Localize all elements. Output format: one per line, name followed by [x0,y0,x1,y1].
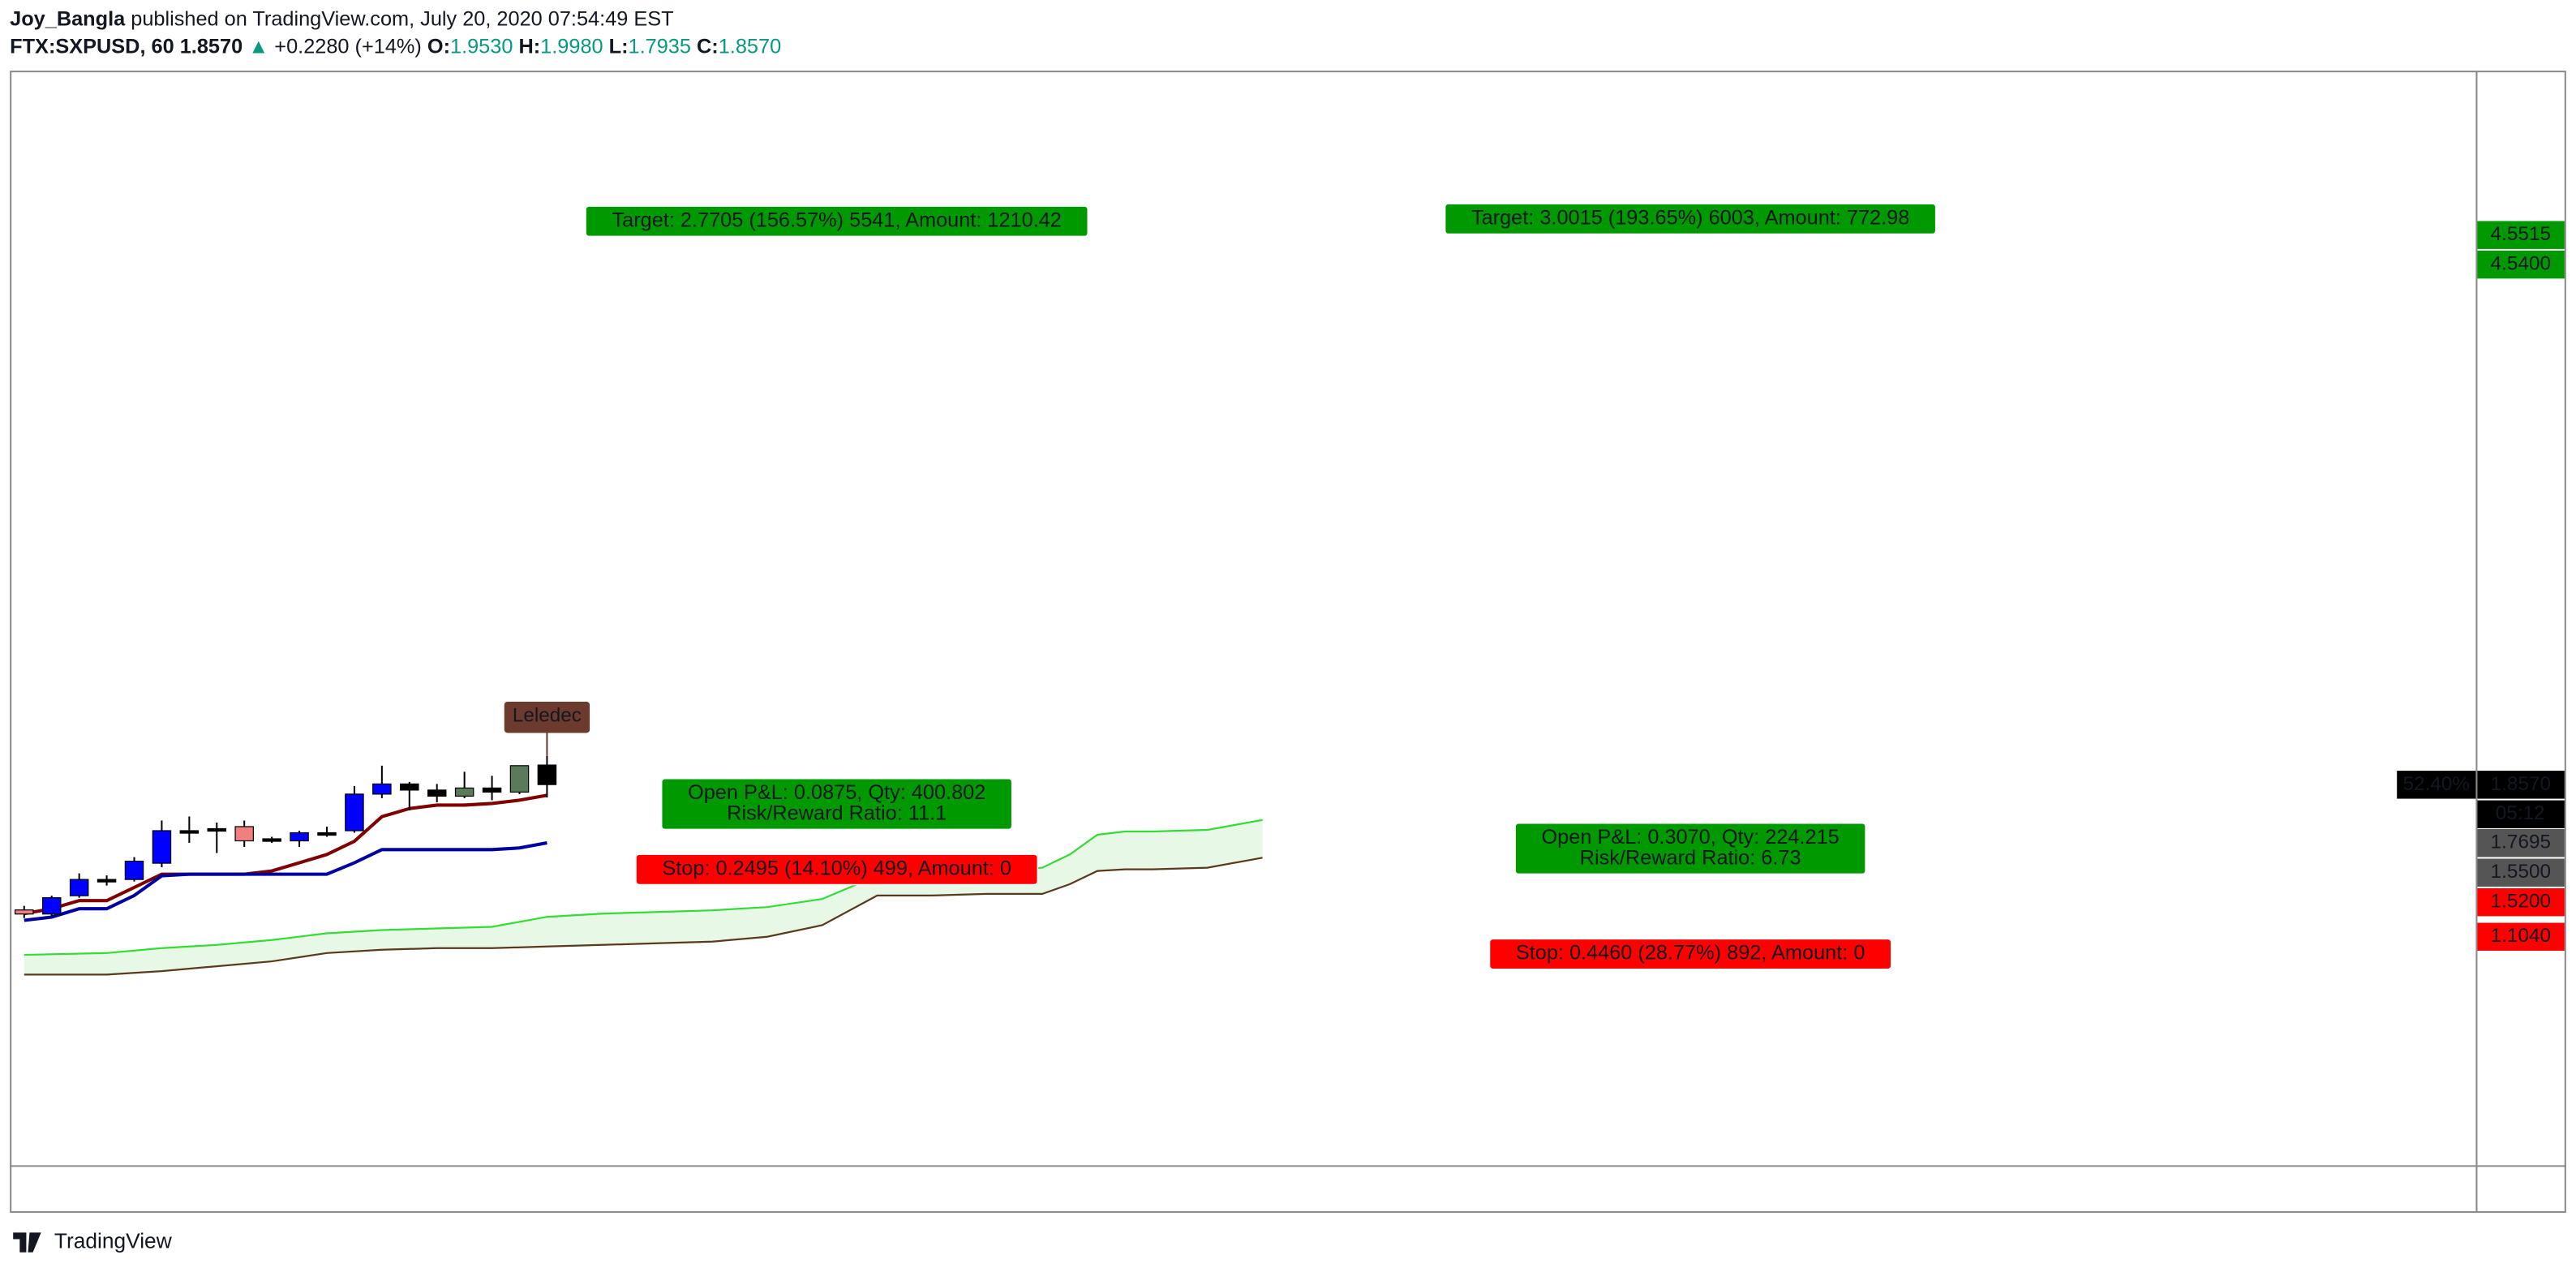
ohlc-key: L: [609,35,629,58]
candle-body [290,832,309,842]
price-label: 1.5500 [2491,861,2551,883]
countdown: 05:12 [2496,802,2545,824]
candle-body [97,879,117,883]
pnl-label: Open P&L: 0.3070, Qty: 224.215Risk/Rewar… [1514,822,1866,875]
pnl-label-box [1514,822,1866,875]
percent-label: 52.40% [2403,773,2470,795]
indicator-line [24,793,547,916]
price-label: 1.8570 [2491,773,2551,795]
candle-body [482,787,502,793]
candle-body [41,897,62,915]
change: +0.2280 (+14%) [274,35,422,58]
percent-box [2397,771,2476,799]
indicator-line [24,857,1263,976]
last-price: 1.8570 [180,35,243,58]
candle-body [234,826,254,842]
candle-body [124,860,144,880]
band [24,819,1263,975]
price-label: 1.7695 [2491,832,2551,853]
price-label-box [2477,858,2565,887]
candle-body [207,827,227,832]
stop-label: Stop: 0.2495 (14.10%) 499, Amount: 0 [635,853,1039,886]
candle-body [152,830,172,864]
price-label: 1.1040 [2491,925,2551,947]
stop-label-text: Stop: 0.4460 (28.77%) 892, Amount: 0 [1516,942,1865,965]
ohlc-value: 1.8570 [719,35,781,58]
candle-body [345,793,364,832]
target-label-box [585,205,1089,238]
price-label: 4.5400 [2491,253,2551,275]
ohlc-key: C: [697,35,719,58]
ohlc-value: 1.9530 [450,35,513,58]
price-label-box [2477,829,2565,857]
indicator-lines [24,793,1263,976]
indicator-line [24,819,1263,956]
indicator-line [24,841,547,922]
ohlc-key: O: [427,35,450,58]
pnl-label-text: Open P&L: 0.0875, Qty: 400.802 [688,781,985,804]
author: Joy_Bangla [10,7,126,30]
ohlc-value: 1.7935 [629,35,691,58]
tool-labels: Target: 2.7705 (156.57%) 5541, Amount: 1… [504,203,1937,970]
candle-body [69,879,89,896]
candle-body [262,838,281,842]
annotation-text: Leledec [513,705,582,727]
candle-body [15,909,34,915]
target-label: Target: 3.0015 (193.65%) 6003, Amount: 7… [1444,203,1937,235]
ohlc-key: H: [518,35,540,58]
pnl-label-text: Risk/Reward Ratio: 6.73 [1580,846,1801,869]
price-label: 4.5515 [2491,223,2551,245]
annotation: Leledec [504,701,590,733]
candle-body [400,783,419,791]
price-label-box [2477,922,2565,951]
candle-body [179,830,200,834]
price-label-box [2477,771,2565,799]
countdown-box [2477,800,2565,829]
target-label: Target: 2.7705 (156.57%) 5541, Amount: 1… [585,205,1089,238]
candle-body [509,765,530,793]
header-line-2: FTX:SXPUSD, 60 1.8570 ▲ +0.2280 (+14%) O… [10,35,781,58]
price-label-box [2477,221,2565,249]
pnl-label: Open P&L: 0.0875, Qty: 400.802Risk/Rewar… [660,777,1013,831]
change-arrow: ▲ [248,35,268,58]
stop-label-box [635,853,1039,886]
candles [15,755,557,918]
frame [10,71,2566,1214]
candle-body [317,832,337,836]
candle-body [454,787,474,797]
pnl-label-text: Risk/Reward Ratio: 11.1 [727,801,947,824]
pnl-label-box [660,777,1013,831]
pane-border [10,71,2566,1214]
pnl-label-text: Open P&L: 0.3070, Qty: 224.215 [1542,826,1840,849]
symbol: FTX:SXPUSD, 60 [10,35,174,58]
target-label-text: Target: 2.7705 (156.57%) 5541, Amount: 1… [612,208,1061,231]
header-line-1: Joy_Bangla published on TradingView.com,… [10,7,673,30]
stop-label-box [1488,938,1892,970]
brand: TradingView [54,1228,173,1253]
logo-icon [13,1232,41,1253]
price-label-box [2477,887,2565,917]
price-label-box [2477,250,2565,279]
stop-label: Stop: 0.4460 (28.77%) 892, Amount: 0 [1488,938,1892,970]
ohlc-value: 1.9980 [540,35,603,58]
axes: 4.5515 4.5400 1.8570 1.7695 1.5500 1.5200 1.10… [2397,221,2565,951]
candle-body [427,789,447,797]
candle-body [372,783,392,795]
target-label-text: Target: 3.0015 (193.65%) 6003, Amount: 7… [1471,207,1909,230]
target-label-box [1444,203,1937,235]
footer: TradingView [13,1228,173,1253]
candle-body [537,764,557,785]
annotation-box [504,701,590,733]
published: published on TradingView.com, July 20, 2… [125,7,673,30]
price-label: 1.5200 [2491,891,2551,913]
stop-label-text: Stop: 0.2495 (14.10%) 499, Amount: 0 [662,857,1011,880]
